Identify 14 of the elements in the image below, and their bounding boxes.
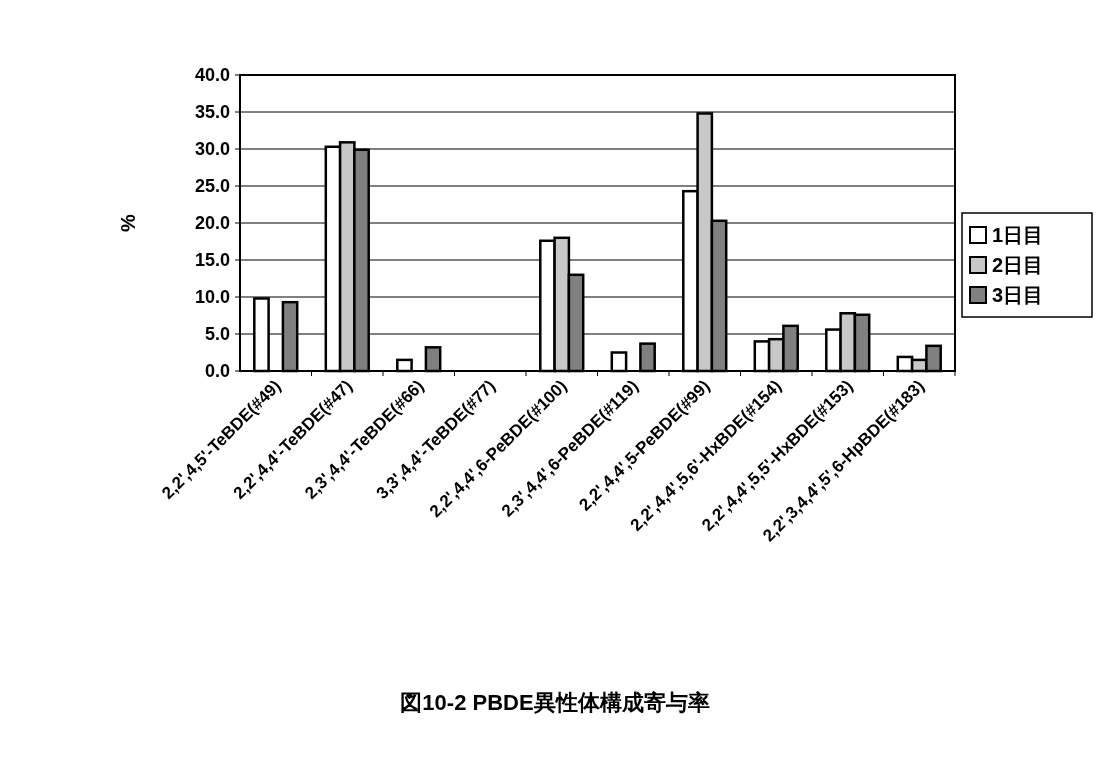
y-tick-label: 10.0 [194,287,230,307]
y-tick-label: 30.0 [194,139,230,159]
y-tick-label: 0.0 [204,361,230,381]
y-tick-label: 5.0 [204,324,230,344]
legend-label: 3日目 [992,284,1044,306]
legend-label: 2日目 [992,254,1044,276]
y-tick-label: 35.0 [194,102,230,122]
y-axis-title: % [117,213,139,232]
legend-label: 1日目 [992,224,1044,246]
y-tick-label: 20.0 [194,213,230,233]
y-tick-label: 15.0 [194,250,230,270]
y-tick-label: 40.0 [194,65,230,85]
caption: 図10-2 PBDE異性体構成寄与率 [400,690,710,715]
y-tick-label: 25.0 [194,176,230,196]
